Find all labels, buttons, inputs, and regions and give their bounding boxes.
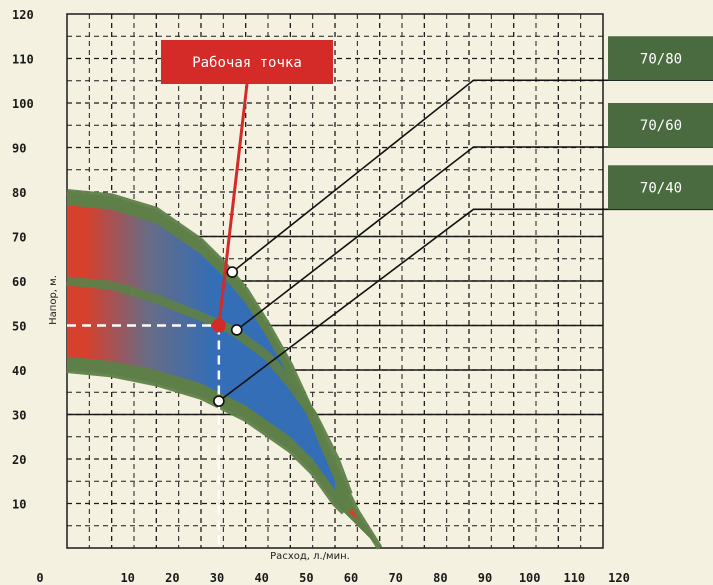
y-tick-label: 80 — [12, 186, 26, 200]
y-tick-label: 10 — [12, 498, 26, 512]
series-markers — [213, 266, 243, 407]
band-inner — [67, 205, 335, 491]
callout-box — [161, 40, 333, 84]
x-axis-label: Расход, л./мин. — [270, 551, 350, 562]
x-tick-label: 60 — [344, 571, 358, 585]
x-tick-label: 90 — [478, 571, 492, 585]
tick-labels: 10 20 30 40 50 60 70 80 90 100 110 120 0 10 20 30 40 50 60… — [12, 8, 630, 585]
operating-point — [211, 318, 226, 333]
y-tick-label: 90 — [12, 142, 26, 156]
legend-box — [608, 36, 713, 81]
y-tick-label: 30 — [12, 409, 26, 423]
x-tick-label: 20 — [165, 571, 179, 585]
y-tick-label: 20 — [12, 453, 26, 467]
y-axis-label: Напор, м. — [48, 275, 59, 325]
legend-box — [608, 103, 713, 147]
x-tick-label: 30 — [210, 571, 224, 585]
x-tick-label: 120 — [608, 571, 630, 585]
y-tick-label: 40 — [12, 364, 26, 378]
y-tick-label: 60 — [12, 275, 26, 289]
y-tick-label: 70 — [12, 231, 26, 245]
x-tick-label: 0 — [36, 571, 43, 585]
x-tick-label: 100 — [519, 571, 541, 585]
series-marker — [213, 395, 225, 407]
y-tick-label: 110 — [12, 53, 34, 67]
y-tick-label: 100 — [12, 97, 34, 111]
x-tick-label: 50 — [299, 571, 313, 585]
operating-point-group — [67, 83, 249, 548]
callout-pointer — [217, 83, 249, 326]
legend: 70/80 70/60 70/40 — [608, 36, 713, 210]
series-marker — [230, 324, 243, 336]
legend-box — [608, 165, 713, 210]
x-tick-label: 40 — [254, 571, 268, 585]
legend-label: 70/80 — [640, 51, 682, 67]
y-tick-label: 120 — [12, 8, 34, 22]
x-tick-label: 10 — [120, 571, 134, 585]
x-tick-label: 110 — [563, 571, 585, 585]
x-tick-label: 70 — [388, 571, 402, 585]
series-line-70-40 — [66, 367, 347, 515]
legend-label: 70/40 — [640, 180, 682, 196]
callout-label: Рабочая точка — [192, 55, 302, 71]
band-tail — [348, 507, 380, 548]
y-tick-label: 50 — [12, 320, 26, 334]
operating-point-callout: Рабочая точка — [161, 40, 333, 84]
x-tick-label: 80 — [433, 571, 447, 585]
series-line-70-60 — [66, 276, 353, 497]
series-curves — [66, 189, 383, 550]
legend-label: 70/60 — [640, 118, 682, 134]
series-marker — [226, 266, 239, 278]
